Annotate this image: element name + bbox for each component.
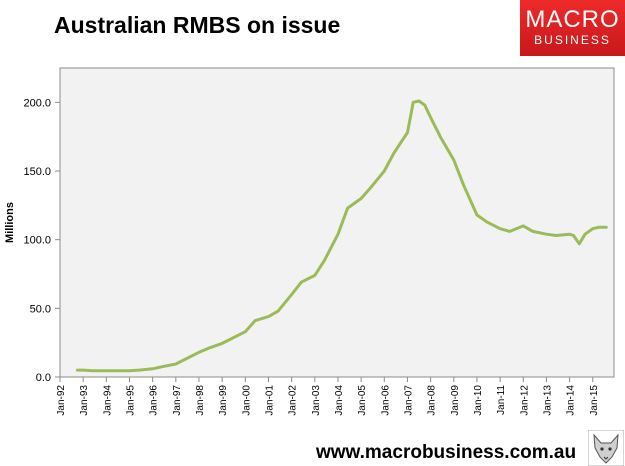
x-tick-label: Jan-93 — [79, 385, 90, 416]
x-tick-label: Jan-96 — [149, 385, 160, 416]
x-tick-label: Jan-11 — [496, 385, 507, 415]
x-tick-label: Jan-98 — [195, 385, 206, 416]
x-tick-label: Jan-02 — [288, 385, 299, 416]
y-tick-label: 100.0 — [23, 235, 51, 247]
x-tick-label: Jan-00 — [241, 385, 252, 416]
rmbs-line-chart: 0.0 50.0 100.0 150.0 200.0 Jan-92 Jan-93 Jan-94… — [4, 67, 615, 416]
macrobusiness-logo: MACRO BUSINESS — [520, 0, 625, 56]
x-tick-label: Jan-15 — [589, 385, 600, 416]
x-tick-label: Jan-97 — [172, 385, 183, 416]
series-line — [75, 99, 608, 373]
x-tick-label: Jan-10 — [473, 385, 484, 416]
logo-line-2: BUSINESS — [534, 33, 611, 47]
x-tick-label: Jan-94 — [102, 385, 113, 416]
fox-logo-icon — [588, 430, 624, 466]
x-tick-label: Jan-01 — [264, 385, 275, 416]
chart-title: Australian RMBS on issue — [54, 12, 341, 38]
x-tick-label: Jan-92 — [56, 385, 67, 416]
y-tick-label: 0.0 — [36, 372, 51, 384]
y-tick-label: 200.0 — [23, 97, 51, 109]
y-tick-label: 150.0 — [23, 166, 51, 178]
x-tick-label: Jan-12 — [519, 385, 530, 416]
logo-line-1: MACRO — [525, 6, 620, 33]
x-tick-label: Jan-09 — [450, 385, 461, 416]
x-tick-label: Jan-99 — [218, 385, 229, 416]
x-tick-label: Jan-07 — [403, 385, 414, 416]
footer-url: www.macrobusiness.com.au — [316, 442, 577, 463]
x-tick-label: Jan-95 — [125, 385, 136, 416]
x-tick-label: Jan-05 — [357, 385, 368, 416]
x-tick-label: Jan-14 — [566, 385, 577, 416]
plot-area: 0.0 50.0 100.0 150.0 200.0 Jan-92 Jan-93 Jan-94… — [4, 67, 615, 416]
plot-background — [59, 67, 615, 378]
y-tick-label: 50.0 — [30, 303, 51, 315]
y-axis-label: Millions — [4, 202, 16, 243]
x-tick-label: Jan-03 — [311, 385, 322, 416]
x-tick-label: Jan-08 — [427, 385, 438, 416]
x-tick-label: Jan-04 — [334, 385, 345, 416]
x-tick-label: Jan-06 — [380, 385, 391, 416]
x-tick-label: Jan-13 — [542, 385, 553, 416]
